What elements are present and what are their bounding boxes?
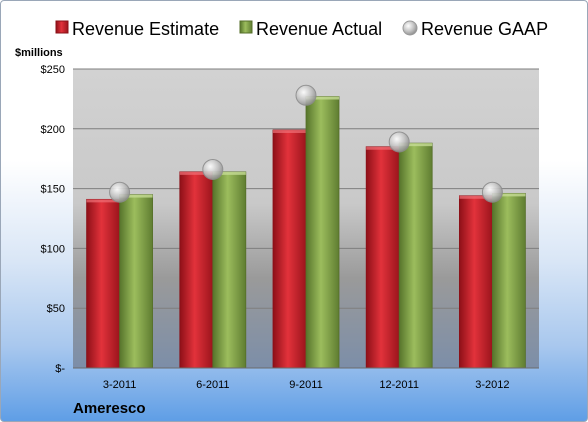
marker-gaap-6-2011: [202, 158, 224, 180]
bar-estimate-12-2011: [365, 146, 400, 369]
bar-actual-3-2011: [119, 194, 153, 369]
bar-estimate-highlight: [459, 195, 493, 199]
bar-estimate-highlight: [179, 171, 213, 175]
bars: [86, 96, 526, 369]
legend-swatch-estimate: [55, 20, 69, 34]
y-tick-label: $150: [41, 184, 65, 196]
marker-gaap-3-2012: [481, 181, 503, 203]
x-tick-label: 9-2011: [289, 379, 322, 391]
bar-estimate-3-2012: [458, 195, 493, 369]
y-tick-label: $200: [41, 124, 65, 136]
legend-label-actual: Revenue Actual: [256, 19, 382, 39]
bar-actual-9-2011: [305, 96, 340, 369]
bar-actual-highlight: [306, 96, 339, 100]
bar-actual-highlight: [492, 193, 526, 197]
x-tick-label: 3-2012: [475, 379, 509, 391]
x-tick-label: 3-2011: [103, 379, 136, 391]
x-axis-ticks: 3-2011 6-2011 9-2011 12-2011 3-2012: [103, 379, 510, 391]
bar-estimate-highlight: [366, 146, 400, 150]
y-axis-ticks: $- $50 $100 $150 $200 $250: [41, 64, 66, 375]
bar-actual-3-2012: [491, 192, 526, 369]
legend-label-estimate: Revenue Estimate: [72, 19, 219, 39]
bar-estimate-3-2011: [86, 198, 120, 369]
company-name: Ameresco: [73, 400, 146, 417]
gaap-markers: [109, 84, 503, 203]
bar-actual-highlight: [119, 194, 153, 198]
marker-gaap-3-2011: [109, 181, 131, 203]
x-tick-label: 12-2011: [379, 379, 419, 391]
bar-actual-12-2011: [398, 142, 433, 369]
legend-swatch-actual: [239, 20, 253, 34]
legend-swatch-gaap: [402, 20, 418, 36]
marker-gaap-12-2011: [388, 131, 410, 153]
legend-label-gaap: Revenue GAAP: [421, 19, 548, 39]
y-tick-label: $100: [41, 243, 65, 255]
y-tick-label: $250: [41, 64, 65, 76]
bar-actual-highlight: [212, 171, 246, 175]
legend: Revenue Estimate Revenue Actual Revenue …: [55, 19, 548, 39]
bar-estimate-highlight: [273, 129, 306, 133]
bar-actual-highlight: [399, 143, 433, 147]
bar-estimate-9-2011: [272, 129, 307, 369]
bar-estimate-6-2011: [179, 171, 214, 369]
marker-gaap-9-2011: [295, 84, 317, 106]
y-axis-unit-label: $millions: [15, 47, 63, 59]
bar-estimate-highlight: [86, 199, 120, 203]
bar-actual-6-2011: [212, 171, 247, 369]
y-tick-label: $-: [55, 363, 65, 375]
x-tick-label: 6-2011: [196, 379, 229, 391]
y-tick-label: $50: [47, 303, 65, 315]
